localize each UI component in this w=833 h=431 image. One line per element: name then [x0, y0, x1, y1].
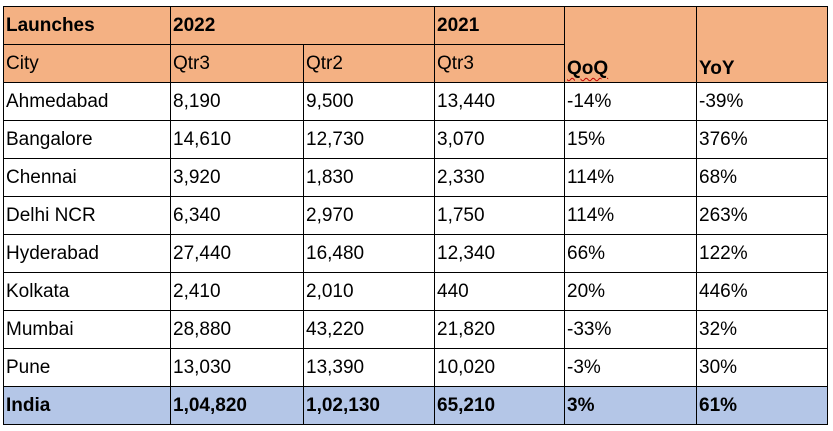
total-yoy: 61%	[696, 386, 828, 425]
cell-city: Bangalore	[3, 120, 171, 159]
cell-yoy: 122%	[696, 234, 828, 273]
table-row: Bangalore 14,610 12,730 3,070 15% 376%	[3, 120, 828, 159]
header-year-2022: 2022	[170, 6, 435, 45]
cell-qoq: -3%	[564, 348, 697, 387]
total-row: India 1,04,820 1,02,130 65,210 3% 61%	[3, 386, 828, 425]
cell-qoq: 15%	[564, 120, 697, 159]
table-row: Kolkata 2,410 2,010 440 20% 446%	[3, 272, 828, 311]
table-row: Ahmedabad 8,190 9,500 13,440 -14% -39%	[3, 82, 828, 121]
cell-city: Pune	[3, 348, 171, 387]
table-row: Mumbai 28,880 43,220 21,820 -33% 32%	[3, 310, 828, 349]
header-q3-2022: Qtr3	[170, 44, 304, 83]
table-row: Chennai 3,920 1,830 2,330 114% 68%	[3, 158, 828, 197]
cell-qoq: 114%	[564, 196, 697, 235]
cell-q3-2021: 12,340	[434, 234, 565, 273]
header-qoq: QoQ	[564, 6, 697, 83]
cell-city: Kolkata	[3, 272, 171, 311]
cell-q3-2021: 21,820	[434, 310, 565, 349]
header-city: City	[3, 44, 171, 83]
total-city: India	[3, 386, 171, 425]
cell-q3-2022: 27,440	[170, 234, 304, 273]
cell-city: Ahmedabad	[3, 82, 171, 121]
header-year-2021: 2021	[434, 6, 565, 45]
header-qoq-label: QoQ	[567, 58, 609, 79]
cell-q2-2022: 13,390	[303, 348, 435, 387]
cell-q3-2022: 14,610	[170, 120, 304, 159]
cell-q3-2022: 28,880	[170, 310, 304, 349]
cell-qoq: 20%	[564, 272, 697, 311]
cell-city: Mumbai	[3, 310, 171, 349]
cell-yoy: 68%	[696, 158, 828, 197]
cell-q3-2022: 6,340	[170, 196, 304, 235]
cell-q3-2021: 1,750	[434, 196, 565, 235]
launches-table: Launches 2022 2021 QoQ YoY City Qtr3 Qtr…	[3, 6, 828, 425]
cell-city: Hyderabad	[3, 234, 171, 273]
cell-q2-2022: 2,010	[303, 272, 435, 311]
cell-q3-2022: 13,030	[170, 348, 304, 387]
cell-qoq: -33%	[564, 310, 697, 349]
cell-yoy: 446%	[696, 272, 828, 311]
total-q3-2021: 65,210	[434, 386, 565, 425]
header-q3-2021: Qtr3	[434, 44, 565, 83]
cell-yoy: -39%	[696, 82, 828, 121]
cell-q3-2022: 2,410	[170, 272, 304, 311]
cell-q3-2021: 10,020	[434, 348, 565, 387]
header-row-2: City Qtr3 Qtr2 Qtr3	[3, 44, 828, 83]
cell-q3-2021: 2,330	[434, 158, 565, 197]
cell-q2-2022: 43,220	[303, 310, 435, 349]
cell-q3-2021: 3,070	[434, 120, 565, 159]
cell-yoy: 32%	[696, 310, 828, 349]
total-q2-2022: 1,02,130	[303, 386, 435, 425]
cell-qoq: 114%	[564, 158, 697, 197]
cell-yoy: 30%	[696, 348, 828, 387]
cell-yoy: 263%	[696, 196, 828, 235]
cell-q3-2022: 8,190	[170, 82, 304, 121]
header-yoy: YoY	[696, 6, 828, 83]
cell-q2-2022: 2,970	[303, 196, 435, 235]
cell-q2-2022: 1,830	[303, 158, 435, 197]
cell-q2-2022: 12,730	[303, 120, 435, 159]
table-row: Delhi NCR 6,340 2,970 1,750 114% 263%	[3, 196, 828, 235]
header-q2-2022: Qtr2	[303, 44, 435, 83]
cell-q2-2022: 16,480	[303, 234, 435, 273]
cell-qoq: -14%	[564, 82, 697, 121]
table-row: Pune 13,030 13,390 10,020 -3% 30%	[3, 348, 828, 387]
cell-q3-2021: 13,440	[434, 82, 565, 121]
cell-q3-2021: 440	[434, 272, 565, 311]
total-qoq: 3%	[564, 386, 697, 425]
table-row: Hyderabad 27,440 16,480 12,340 66% 122%	[3, 234, 828, 273]
launches-table-container: Launches 2022 2021 QoQ YoY City Qtr3 Qtr…	[3, 6, 828, 425]
cell-q2-2022: 9,500	[303, 82, 435, 121]
cell-yoy: 376%	[696, 120, 828, 159]
cell-q3-2022: 3,920	[170, 158, 304, 197]
total-q3-2022: 1,04,820	[170, 386, 304, 425]
cell-city: Chennai	[3, 158, 171, 197]
cell-qoq: 66%	[564, 234, 697, 273]
cell-city: Delhi NCR	[3, 196, 171, 235]
header-launches: Launches	[3, 6, 171, 45]
header-row-1: Launches 2022 2021 QoQ YoY	[3, 6, 828, 83]
